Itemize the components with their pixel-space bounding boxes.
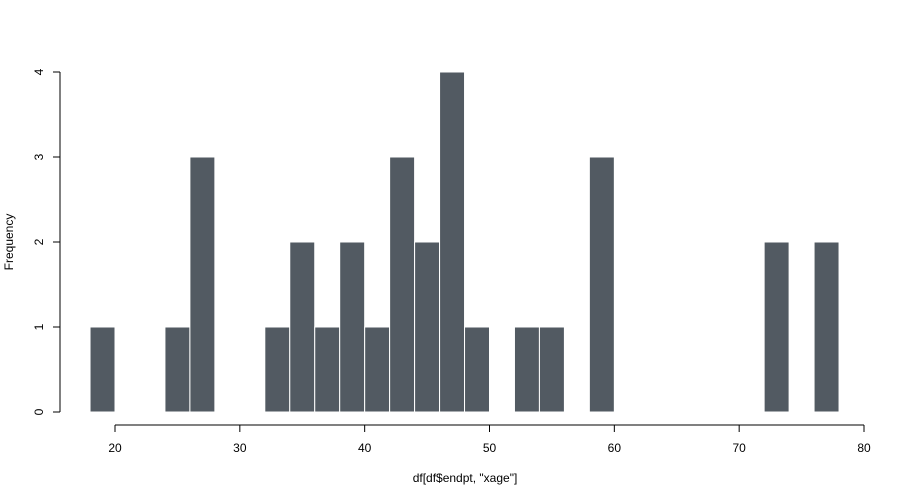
- histogram-bar: [164, 326, 191, 413]
- histogram-bar: [813, 241, 840, 413]
- histogram-bar: [89, 326, 116, 413]
- y-tick-label: 2: [32, 238, 46, 245]
- x-axis: 20 30 40 50 60 70 80: [108, 424, 871, 455]
- histogram-bar: [314, 326, 341, 413]
- histogram-bar: [763, 241, 790, 413]
- x-tick-label: 20: [108, 441, 122, 455]
- histogram-bar: [538, 326, 565, 413]
- histogram-bar: [513, 326, 540, 413]
- histogram-bar: [264, 326, 291, 413]
- x-tick-label: 70: [732, 441, 746, 455]
- x-axis-title: df[df$endpt, "xage"]: [413, 471, 518, 485]
- histogram-bar: [414, 241, 441, 413]
- histogram-bar: [439, 71, 466, 413]
- histogram-bar: [289, 241, 316, 413]
- histogram-bar: [189, 156, 216, 413]
- histogram-bars: [89, 71, 840, 413]
- y-axis: 0 1 2 3 4: [32, 68, 61, 415]
- histogram-bar: [389, 156, 416, 413]
- y-tick-label: 0: [32, 408, 46, 415]
- y-tick-label: 3: [32, 153, 46, 160]
- x-tick-label: 80: [857, 441, 871, 455]
- y-axis-title: Frequency: [2, 214, 16, 271]
- histogram-bar: [364, 326, 391, 413]
- x-tick-label: 30: [233, 441, 247, 455]
- histogram-bar: [339, 241, 366, 413]
- histogram-bar: [588, 156, 615, 413]
- x-tick-label: 50: [483, 441, 497, 455]
- y-tick-label: 1: [32, 323, 46, 330]
- x-tick-label: 40: [358, 441, 372, 455]
- y-tick-label: 4: [32, 68, 46, 75]
- x-tick-label: 60: [608, 441, 622, 455]
- histogram-bar: [464, 326, 490, 413]
